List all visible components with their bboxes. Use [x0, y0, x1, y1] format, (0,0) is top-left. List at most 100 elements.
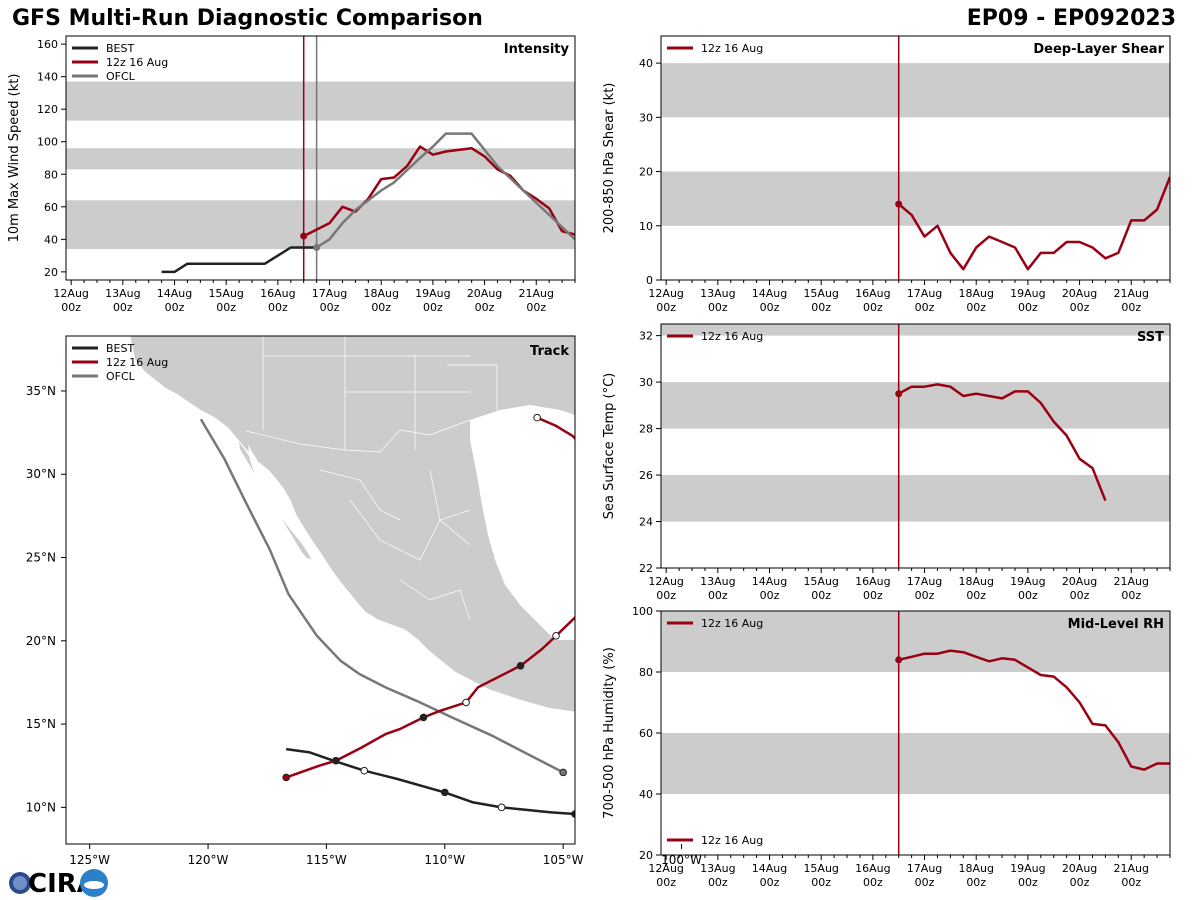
series-group	[895, 649, 1170, 771]
x-tick-label-hour: 00z	[320, 301, 340, 314]
gulf-of-mexico-water	[470, 405, 575, 640]
threshold-band	[66, 200, 575, 250]
track-point-run	[593, 596, 600, 603]
y-tick-label: 28	[639, 423, 653, 436]
y-tick-label: 160	[37, 38, 58, 51]
us-mexico-border	[245, 419, 471, 453]
x-tick-label-date: 20Aug	[1062, 575, 1097, 588]
series-line-ofcl	[315, 132, 575, 249]
x-tick-label-date: 13Aug	[700, 862, 735, 875]
cira-logo: CIRA	[9, 869, 108, 899]
legend-label-ofcl: OFCL	[106, 370, 136, 383]
legend-label-run: 12z 16 Aug	[701, 617, 763, 630]
series-line-run	[898, 649, 1170, 771]
y-tick-label: 80	[44, 168, 58, 181]
x-tick-label-date: 21Aug	[519, 287, 554, 300]
x-tick-label-hour: 00z	[1018, 876, 1038, 889]
chart-sst: 22242628303212Aug00z13Aug00z14Aug00z15Au…	[602, 323, 1171, 602]
legend-label-ofcl: OFCL	[106, 70, 136, 83]
x-tick-label-hour: 00z	[216, 301, 236, 314]
x-tick-label-hour: 00z	[915, 876, 935, 889]
chart-title: Mid-Level RH	[1068, 617, 1164, 632]
track-point-run	[533, 413, 541, 422]
track-point-run	[462, 698, 470, 707]
x-tick-label-date: 21Aug	[1114, 862, 1149, 875]
x-tick-label-hour: 00z	[1121, 301, 1141, 314]
legend-label-run: 12z 16 Aug	[701, 330, 763, 343]
track-point-run	[419, 713, 428, 722]
y-tick-label: 60	[44, 201, 58, 214]
x-tick-label-date: 13Aug	[700, 287, 735, 300]
map-landmass	[129, 336, 575, 713]
border-line-8	[349, 499, 471, 561]
x-tick-label-date: 20Aug	[1062, 862, 1097, 875]
threshold-band	[66, 81, 575, 121]
x-tick-label-date: 14Aug	[157, 287, 192, 300]
chart-intensity: 2040608010012014016012Aug00z13Aug00z14Au…	[7, 35, 576, 314]
y-axis-label: 700-500 hPa Humidity (%)	[602, 647, 617, 819]
x-tick-label-date: 17Aug	[907, 862, 942, 875]
x-tick-label-hour: 00z	[113, 301, 133, 314]
x-tick-label-hour: 00z	[760, 301, 780, 314]
x-tick-label-date: 19Aug	[1010, 287, 1045, 300]
x-tick-label-date: 14Aug	[752, 862, 787, 875]
lat-tick-label: 20°N	[26, 634, 56, 648]
legend-label-bottom: 12z 16 Aug	[701, 834, 763, 847]
x-tick-label-date: 15Aug	[803, 575, 838, 588]
lat-tick-label: 35°N	[26, 384, 56, 398]
track-point-best	[360, 766, 369, 775]
series-group	[895, 176, 1170, 271]
threshold-bands	[661, 611, 1170, 794]
track-point-run	[516, 661, 525, 670]
threshold-band	[661, 171, 1170, 226]
y-tick-label: 100	[632, 605, 653, 618]
chart-title: SST	[1137, 330, 1164, 345]
gulf-of-california-water	[248, 445, 324, 575]
x-tick-label-hour: 00z	[811, 301, 831, 314]
track-line-run	[285, 416, 575, 779]
threshold-band	[661, 63, 1170, 118]
y-tick-label: 24	[639, 516, 653, 529]
x-tick-label-date: 13Aug	[105, 287, 140, 300]
axes-frame	[660, 35, 1171, 281]
x-tick-label-hour: 00z	[863, 589, 883, 602]
lat-tick-label: 10°N	[26, 800, 56, 814]
chart-title: Intensity	[504, 42, 570, 57]
x-tick-label-date: 17Aug	[907, 287, 942, 300]
x-tick-label-hour: 00z	[1070, 301, 1090, 314]
y-tick-label: 32	[639, 330, 653, 343]
x-tick-label-date: 20Aug	[1062, 287, 1097, 300]
x-tick-label-hour: 00z	[760, 589, 780, 602]
y-tick-label: 10	[639, 220, 653, 233]
track-point-ofcl	[559, 768, 567, 777]
x-tick-label-hour: 00z	[268, 301, 288, 314]
x-tick-label-date: 21Aug	[1114, 575, 1149, 588]
border-line-9	[399, 579, 471, 621]
x-tick-label-hour: 00z	[760, 876, 780, 889]
x-tick-label-date: 18Aug	[363, 287, 398, 300]
lon-tick-label: 115°W	[306, 853, 347, 867]
y-tick-label: 40	[639, 57, 653, 70]
track-point-best	[571, 810, 575, 818]
x-tick-label-date: 19Aug	[415, 287, 450, 300]
track-line-ofcl	[199, 418, 564, 774]
border-line-6	[447, 364, 498, 410]
x-tick-label-date: 21Aug	[1114, 287, 1149, 300]
lon-tick-label: 100°W	[661, 853, 702, 867]
legend-label-best: BEST	[106, 42, 134, 55]
x-tick-label-date: 13Aug	[700, 575, 735, 588]
series-start-point-run	[895, 390, 903, 398]
y-tick-label: 120	[37, 103, 58, 116]
y-tick-label: 26	[639, 469, 653, 482]
x-tick-label-date: 12Aug	[53, 287, 88, 300]
threshold-band	[661, 475, 1170, 522]
track-point-run	[282, 773, 290, 782]
x-tick-label-date: 15Aug	[803, 862, 838, 875]
track-point-best	[440, 788, 449, 797]
x-tick-label-hour: 00z	[708, 301, 728, 314]
series-group	[161, 132, 575, 274]
x-tick-label-hour: 00z	[1018, 301, 1038, 314]
threshold-bands	[66, 81, 575, 250]
threshold-band	[661, 611, 1170, 672]
